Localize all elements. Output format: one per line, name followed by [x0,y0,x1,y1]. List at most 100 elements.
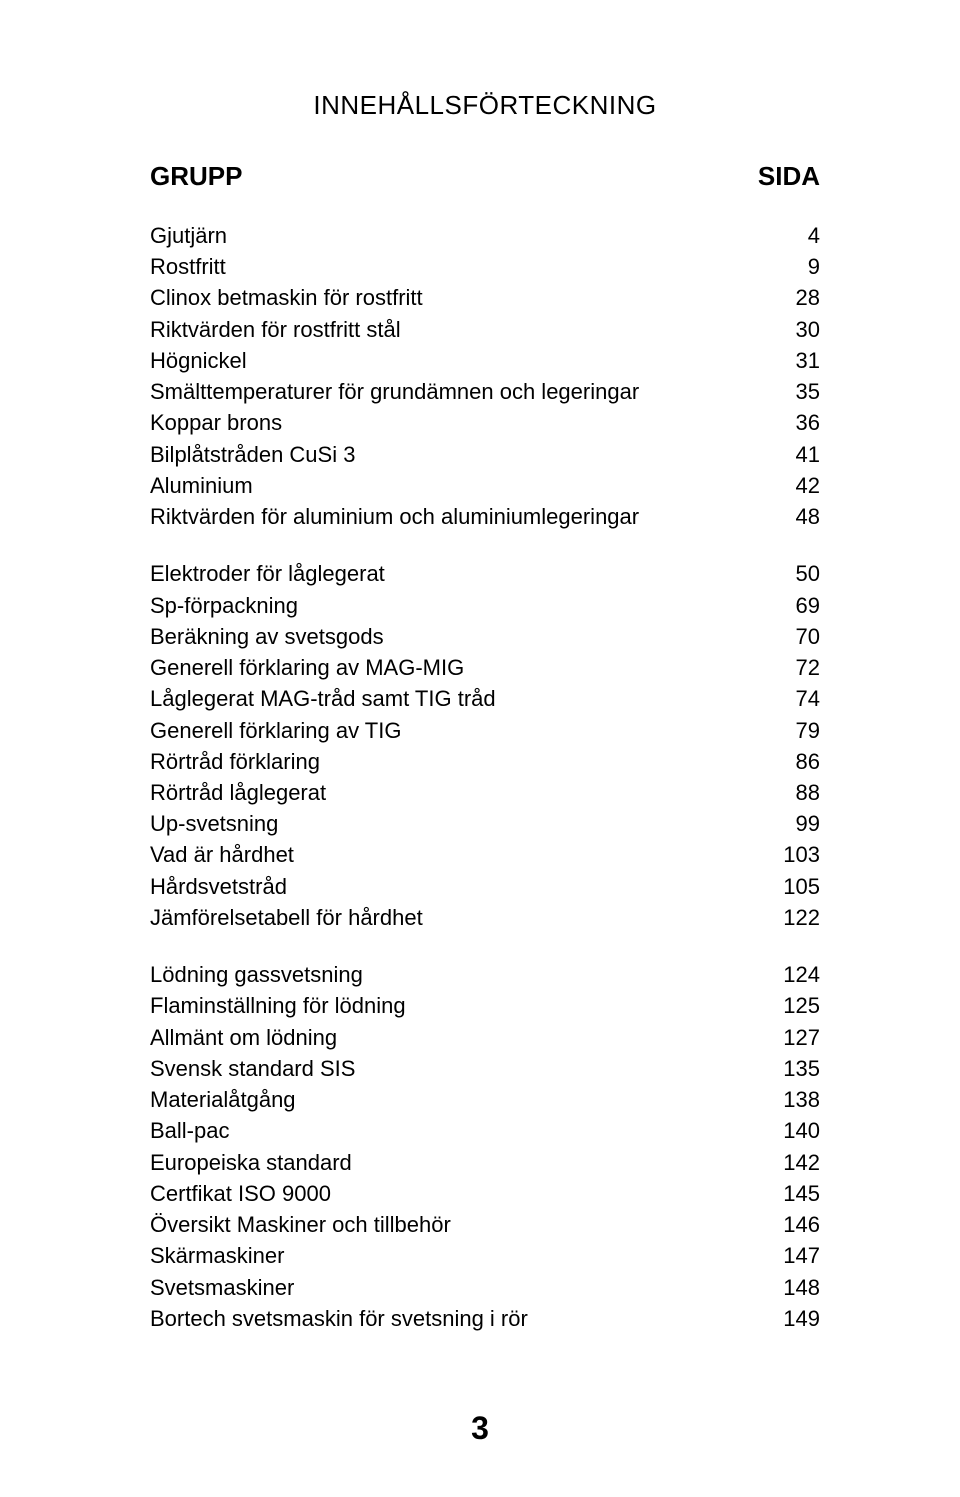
toc-page: 69 [760,590,820,621]
toc-row: Högnickel 31 [150,345,820,376]
toc-page: 86 [760,746,820,777]
toc-row: Rostfritt 9 [150,251,820,282]
toc-page: 9 [760,251,820,282]
toc-row: Skärmaskiner 147 [150,1240,820,1271]
toc-page: 50 [760,558,820,589]
toc-label: Bortech svetsmaskin för svetsning i rör [150,1303,528,1334]
toc-label: Vad är hårdhet [150,839,294,870]
toc-section: Elektroder för låglegerat50Sp-förpacknin… [150,558,820,933]
toc-page: 148 [760,1272,820,1303]
toc-row: Jämförelsetabell för hårdhet122 [150,902,820,933]
header-group: GRUPP [150,161,242,192]
toc-page: 138 [760,1084,820,1115]
toc-label: Allmänt om lödning [150,1022,337,1053]
toc-label: Lödning gassvetsning [150,959,363,990]
toc-row: Smälttemperaturer för grundämnen och leg… [150,376,820,407]
toc-page: 4 [760,220,820,251]
toc-row: Flaminställning för lödning125 [150,990,820,1021]
toc-page: 36 [760,407,820,438]
toc-label: Materialåtgång [150,1084,296,1115]
toc-row: Materialåtgång 138 [150,1084,820,1115]
toc-row: Bortech svetsmaskin för svetsning i rör 1… [150,1303,820,1334]
toc-row: Clinox betmaskin för rostfritt 28 [150,282,820,313]
toc-row: Up-svetsning 99 [150,808,820,839]
toc-page: 35 [760,376,820,407]
toc-row: Generell förklaring av MAG-MIG 72 [150,652,820,683]
toc-label: Hårdsvetstråd [150,871,287,902]
toc-label: Koppar brons [150,407,282,438]
toc-label: Elektroder för låglegerat [150,558,385,589]
toc-label: Bilplåtstråden CuSi 3 [150,439,355,470]
toc-row: Hårdsvetstråd 105 [150,871,820,902]
toc-page: 145 [760,1178,820,1209]
toc-page: 31 [760,345,820,376]
toc-page: 88 [760,777,820,808]
toc-label: Certfikat ISO 9000 [150,1178,331,1209]
toc-row: Koppar brons 36 [150,407,820,438]
toc-page: 149 [760,1303,820,1334]
toc-label: Sp-förpackning [150,590,298,621]
toc-page: 70 [760,621,820,652]
header-page: SIDA [758,161,820,192]
toc-row: Svensk standard SIS135 [150,1053,820,1084]
toc-page: 99 [760,808,820,839]
toc-page: 105 [760,871,820,902]
toc-page: 103 [760,839,820,870]
toc-row: Riktvärden för aluminium och aluminiumle… [150,501,820,532]
toc-page: 122 [760,902,820,933]
toc-page: 48 [760,501,820,532]
toc-page: 147 [760,1240,820,1271]
toc-row: Certfikat ISO 9000 145 [150,1178,820,1209]
toc-label: Generell förklaring av TIG [150,715,401,746]
toc-label: Riktvärden för aluminium och aluminiumle… [150,501,639,532]
toc-page: 28 [760,282,820,313]
toc-label: Clinox betmaskin för rostfritt [150,282,423,313]
toc-page: 42 [760,470,820,501]
toc-label: Översikt Maskiner och tillbehör [150,1209,451,1240]
toc-section: Gjutjärn4Rostfritt9Clinox betmaskin för … [150,220,820,532]
toc-label: Ball-pac [150,1115,229,1146]
toc-label: Europeiska standard [150,1147,352,1178]
page-content: INNEHÅLLSFÖRTECKNING GRUPP SIDA Gjutjärn… [0,0,960,1334]
toc-label: Aluminium [150,470,253,501]
toc-row: Beräkning av svetsgods70 [150,621,820,652]
toc-page: 30 [760,314,820,345]
page-title: INNEHÅLLSFÖRTECKNING [150,90,820,121]
toc-row: Gjutjärn4 [150,220,820,251]
toc-label: Rörtråd förklaring [150,746,320,777]
toc-row: Låglegerat MAG-tråd samt TIG tråd 74 [150,683,820,714]
toc-row: Riktvärden för rostfritt stål 30 [150,314,820,345]
page-number: 3 [471,1410,489,1447]
toc-row: Generell förklaring av TIG 79 [150,715,820,746]
toc-page: 79 [760,715,820,746]
toc-label: Smälttemperaturer för grundämnen och leg… [150,376,639,407]
toc-page: 146 [760,1209,820,1240]
toc-row: Bilplåtstråden CuSi 341 [150,439,820,470]
toc-label: Svetsmaskiner [150,1272,294,1303]
toc-page: 124 [760,959,820,990]
toc-section: Lödning gassvetsning 124Flaminställning f… [150,959,820,1334]
toc-page: 74 [760,683,820,714]
toc-row: Vad är hårdhet 103 [150,839,820,870]
toc-label: Högnickel [150,345,247,376]
toc-row: Allmänt om lödning127 [150,1022,820,1053]
toc-page: 142 [760,1147,820,1178]
toc-row: Svetsmaskiner 148 [150,1272,820,1303]
toc-label: Generell förklaring av MAG-MIG [150,652,464,683]
toc-row: Rörtråd förklaring 86 [150,746,820,777]
toc-page: 140 [760,1115,820,1146]
toc-label: Up-svetsning [150,808,278,839]
toc-label: Rostfritt [150,251,226,282]
toc-label: Skärmaskiner [150,1240,284,1271]
toc-label: Låglegerat MAG-tråd samt TIG tråd [150,683,496,714]
toc-page: 125 [760,990,820,1021]
toc-row: Lödning gassvetsning 124 [150,959,820,990]
toc-row: Sp-förpackning 69 [150,590,820,621]
toc-row: Översikt Maskiner och tillbehör 146 [150,1209,820,1240]
toc-row: Aluminium 42 [150,470,820,501]
toc-page: 135 [760,1053,820,1084]
toc-sections: Gjutjärn4Rostfritt9Clinox betmaskin för … [150,220,820,1334]
toc-row: Europeiska standard 142 [150,1147,820,1178]
toc-page: 72 [760,652,820,683]
toc-label: Riktvärden för rostfritt stål [150,314,401,345]
